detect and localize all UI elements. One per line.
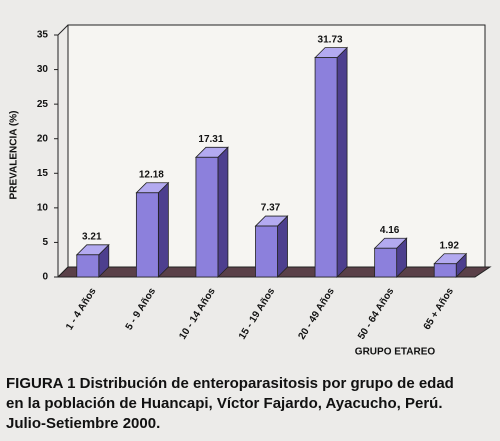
bar-side bbox=[277, 215, 288, 278]
x-tick-label: 15 - 19 Años bbox=[237, 286, 278, 342]
value-label: 17.31 bbox=[198, 134, 223, 145]
caption-line: Julio-Setiembre 2000. bbox=[6, 415, 160, 432]
caption-line: en la población de Huancapi, Víctor Faja… bbox=[6, 395, 443, 412]
value-label: 7.37 bbox=[261, 203, 281, 214]
bar-side bbox=[217, 146, 229, 278]
value-label: 4.16 bbox=[380, 225, 400, 236]
y-tick-label: 10 bbox=[37, 202, 49, 213]
bar bbox=[76, 254, 100, 278]
bar bbox=[314, 57, 338, 278]
y-tick-label: 15 bbox=[37, 168, 49, 179]
y-tick-label: 20 bbox=[37, 133, 49, 144]
y-tick-label: 30 bbox=[37, 64, 49, 75]
x-tick-label: 5 - 9 Años bbox=[124, 286, 159, 332]
x-tick-label: 50 - 64 Años bbox=[356, 286, 397, 342]
value-label: 31.73 bbox=[318, 34, 343, 45]
y-axis-label: PREVALENCIA (%) bbox=[9, 111, 20, 200]
x-tick-label: 65 + Años bbox=[422, 286, 457, 332]
value-label: 1.92 bbox=[439, 240, 459, 251]
value-label: 12.18 bbox=[139, 169, 164, 180]
x-tick-label: 10 - 14 Años bbox=[177, 286, 218, 342]
bar bbox=[135, 192, 159, 278]
y-axis-back bbox=[57, 24, 69, 36]
y-tick-label: 0 bbox=[42, 272, 48, 283]
caption-line: FIGURA 1 Distribución de enteroparasitos… bbox=[6, 375, 454, 392]
bar bbox=[255, 225, 278, 278]
y-tick-label: 5 bbox=[42, 237, 48, 248]
value-label: 3.21 bbox=[82, 231, 102, 242]
bar-side bbox=[336, 46, 348, 278]
y-tick-label: 35 bbox=[37, 30, 49, 41]
y-tick-label: 25 bbox=[37, 99, 49, 110]
bar-side bbox=[157, 181, 169, 278]
x-axis-label: GRUPO ETAREO bbox=[355, 347, 436, 358]
bar bbox=[374, 247, 398, 278]
x-tick-label: 20 - 49 Años bbox=[297, 286, 338, 342]
bar bbox=[433, 263, 457, 278]
x-tick-label: 1 - 4 Años bbox=[64, 286, 99, 332]
bar bbox=[195, 156, 219, 278]
